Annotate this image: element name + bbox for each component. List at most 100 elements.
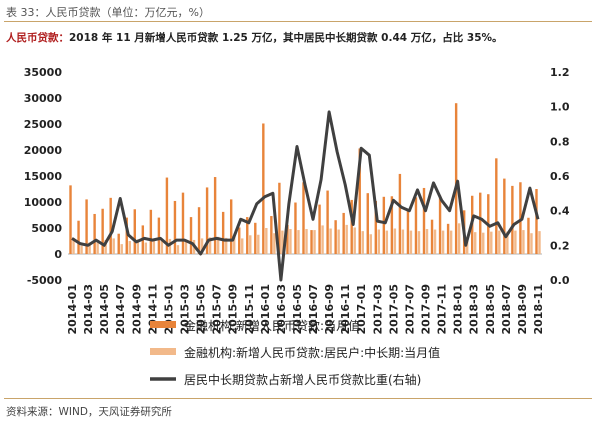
bar-household [297,230,300,254]
bar-total [125,217,128,254]
x-tick-label: 2016-09 [323,284,336,335]
bar-household [120,244,123,254]
bar-total [101,208,104,254]
bar-total [77,220,80,254]
legend-label-ratio: 居民中长期贷款占新增人民币贷款比重(右轴) [184,372,421,387]
bar-total [93,213,96,254]
x-tick-label: 2017-07 [403,284,416,335]
x-tick-label: 2018-03 [468,284,481,335]
y-right-tick-label: 0.4 [550,205,570,218]
x-tick-label: 2017-01 [355,284,368,335]
bar-household [441,230,445,254]
x-tick-label: 2016-05 [291,284,304,335]
bar-household [401,229,405,254]
bar-total [334,220,337,254]
x-tick-label: 2018-01 [452,284,465,335]
bar-household [337,229,340,254]
bar-household [393,228,397,254]
bar-household [273,233,276,254]
bar-household [152,240,156,254]
bar-household [514,230,517,254]
bar-household [522,230,525,254]
bar-total [117,233,120,254]
bar-household [80,245,83,254]
bar-total [197,207,201,254]
ratio-line-layer [71,110,540,282]
bar-total [85,199,88,254]
bar-total [310,230,313,254]
legend-swatch-total [150,321,176,328]
bar-household [224,237,228,254]
bar-total [430,219,434,254]
bar-total [149,209,153,254]
x-tick-label: 2018-07 [500,284,513,335]
y-right-tick-label: 0.0 [550,274,570,287]
bar-total [181,192,185,254]
bar-household [104,239,107,254]
bar-total [390,196,394,254]
legend-label-total: 金融机构:新增人民币贷款:当月值 [184,318,360,333]
tick-labels: -5000 0 5000 10000 15000 20000 25000 30000 35000… [24,66,570,335]
bar-household [313,230,316,254]
headline-label: 人民币贷款： [6,32,69,44]
bar-household [490,231,493,254]
bar-total [262,123,265,254]
bar-household [409,230,413,254]
x-tick-label: 2014-09 [130,284,143,335]
bar-household [128,241,131,254]
x-tick-label: 2018-09 [516,284,529,335]
x-tick-label: 2017-11 [436,284,449,335]
bar-total [189,217,193,254]
x-tick-label: 2016-07 [307,284,320,335]
bar-household [385,230,389,254]
bar-household [112,238,115,254]
bar-household [530,233,533,254]
y-left-tick-label: 10000 [24,196,63,209]
bar-total [205,187,209,254]
x-tick-label: 2018-11 [532,284,545,335]
bar-household [449,230,453,254]
loan-chart: -5000 0 5000 10000 15000 20000 25000 30000 35000… [24,66,570,387]
y-left-tick-label: 0 [54,248,62,261]
bar-household [136,239,139,254]
figure-title: 表 33：人民币贷款（单位：万亿元，%） [6,6,210,19]
bar-household [88,242,91,254]
y-left-tick-label: -5000 [27,274,63,287]
bar-total [503,178,506,254]
y-right-tick-label: 1.2 [550,66,570,79]
bar-total [302,182,305,254]
bar-total [109,197,112,254]
y-left-tick-label: 20000 [24,144,63,157]
bar-household [361,231,364,254]
bar-household [281,230,284,254]
bar-household [265,228,268,254]
bar-total [294,202,297,254]
bar-total [479,192,482,254]
bar-total [221,211,225,254]
bar-household [168,238,172,254]
bar-total [254,222,257,254]
x-tick-label: 2014-03 [82,284,95,335]
bar-household [200,238,204,254]
bar-household [369,234,372,254]
y-left-tick-label: 25000 [24,118,63,131]
bar-total [422,187,426,254]
x-tick-label: 2015-07 [211,284,224,335]
bar-household [72,237,75,254]
bar-household [305,229,308,254]
bar-household [160,241,164,254]
x-tick-label: 2014-01 [66,284,79,335]
bar-total [358,148,361,254]
bar-total [527,217,530,254]
bar-household [208,237,212,254]
bar-household [465,238,469,254]
bar-household [345,224,348,254]
x-tick-label: 2015-03 [178,284,191,335]
x-tick-label: 2015-09 [227,284,240,335]
x-tick-label: 2016-01 [259,284,272,335]
legend-swatch-household [150,348,176,355]
bar-total [318,204,321,254]
ratio-line [71,110,540,282]
bar-total [519,182,522,254]
bar-total [278,182,281,254]
